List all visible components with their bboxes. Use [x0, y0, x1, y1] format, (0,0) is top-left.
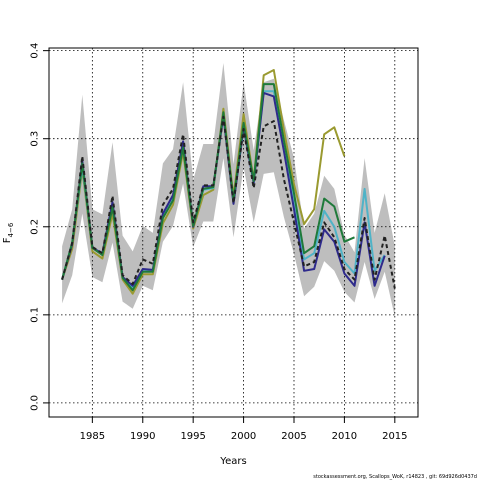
y-tick-label: 0.4	[30, 43, 41, 59]
y-tick-label: 0.0	[30, 395, 41, 411]
x-tick-label: 2000	[231, 431, 256, 442]
plot-frame	[48, 47, 419, 418]
y-axis-title-subscript: 4−6	[7, 222, 15, 237]
x-tick-label: 2010	[332, 431, 357, 442]
x-tick-label: 1990	[130, 431, 155, 442]
y-axis: 0.0 0.1 0.2 0.3 0.4	[30, 43, 49, 411]
y-tick-label: 0.1	[30, 307, 41, 323]
series-line-5	[61, 115, 396, 289]
x-tick-label: 1995	[180, 431, 205, 442]
confidence-band-layer	[62, 63, 395, 317]
footnote: stockassessment.org, Scallops_WoK, r1482…	[313, 474, 477, 480]
y-axis-title-main: F	[2, 237, 13, 243]
y-tick-label: 0.2	[30, 219, 41, 235]
series-line-1	[61, 69, 346, 295]
x-tick-label: 1985	[80, 431, 105, 442]
confidence-band	[62, 63, 395, 317]
x-axis-title: Years	[219, 456, 246, 467]
x-tick-label: 2015	[382, 431, 407, 442]
series-layer	[61, 69, 396, 295]
y-axis-title: F4−6	[2, 222, 15, 243]
x-axis: 1985 1990 1995 2000 2005 2010 2015	[80, 417, 408, 442]
series-line-4	[61, 83, 355, 292]
x-tick-label: 2005	[281, 431, 306, 442]
y-tick-label: 0.3	[30, 131, 41, 147]
